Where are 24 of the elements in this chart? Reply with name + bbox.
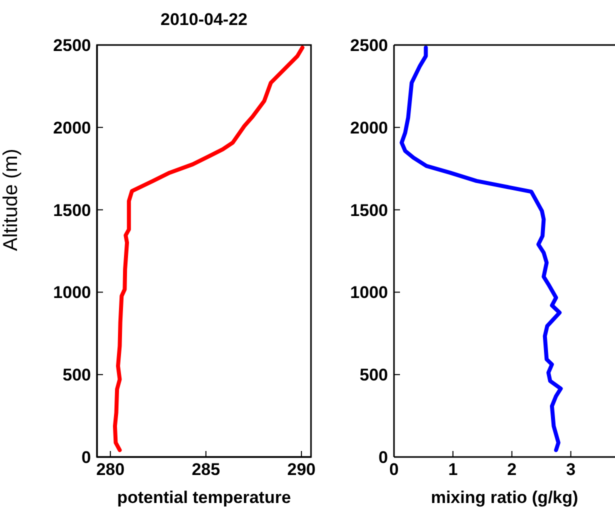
x-axis-title: potential temperature	[117, 488, 291, 507]
y-tick-label: 0	[82, 448, 91, 468]
x-tick-label: 1	[448, 460, 458, 480]
chart-title: 2010-04-22	[160, 10, 248, 30]
y-tick-label: 1500	[350, 200, 388, 220]
x-tick-label: 290	[287, 460, 316, 480]
x-tick-label: 285	[192, 460, 220, 480]
x-tick-label: 280	[96, 460, 125, 480]
x-axis-title: mixing ratio (g/kg)	[430, 488, 578, 507]
y-tick-label: 1000	[350, 283, 388, 302]
y-tick-label: 2000	[53, 118, 91, 138]
x-tick-label: 3	[566, 460, 576, 480]
line-series	[112, 46, 304, 452]
x-tick-label: 2	[507, 460, 517, 480]
y-axis-title: Altitude (m)	[0, 148, 22, 251]
y-tick-label: 2500	[350, 36, 388, 56]
y-tick-label: 500	[360, 366, 388, 385]
y-tick-label: 1500	[53, 200, 91, 220]
y-tick-label: 2000	[350, 118, 388, 138]
y-tick-label: 0	[378, 448, 388, 468]
line-series	[400, 46, 563, 452]
y-tick-label: 1000	[53, 283, 91, 302]
y-tick-label: 2500	[53, 36, 91, 56]
y-tick-label: 500	[62, 366, 91, 385]
